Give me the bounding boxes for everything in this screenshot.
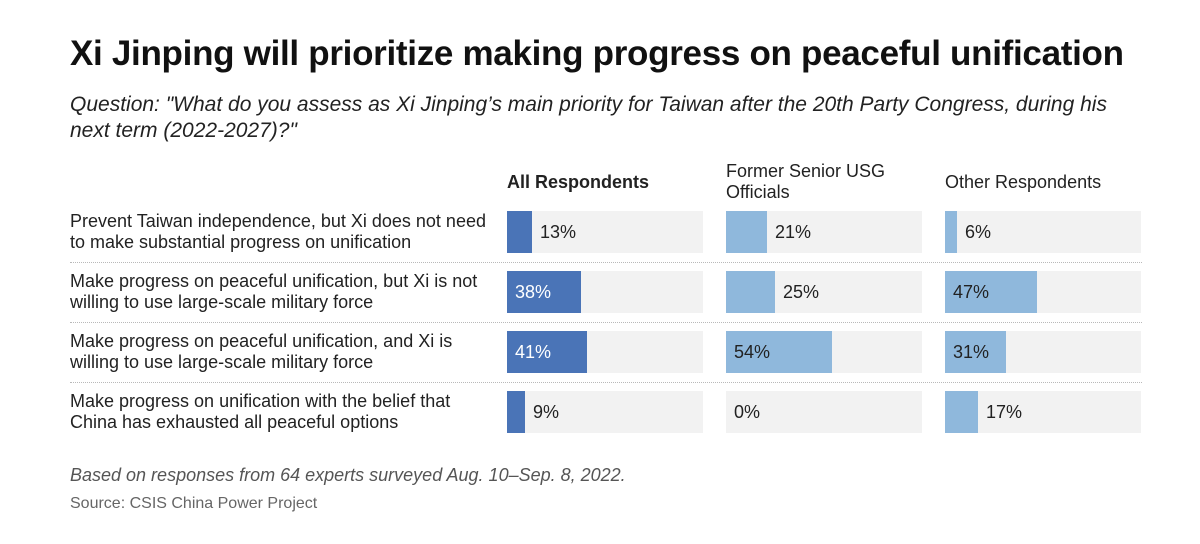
bar-track: 38% (507, 271, 703, 313)
row-label: Make progress on unification with the be… (70, 391, 500, 433)
bar-track: 47% (945, 271, 1141, 313)
data-label: 41% (515, 342, 551, 363)
row-label: Prevent Taiwan independence, but Xi does… (70, 211, 500, 253)
data-label: 21% (775, 222, 811, 243)
bar-track: 17% (945, 391, 1141, 433)
row-divider (70, 322, 1142, 323)
data-label: 47% (953, 282, 989, 303)
bar-track: 54% (726, 331, 922, 373)
data-label: 0% (734, 402, 760, 423)
bar-track: 0% (726, 391, 922, 433)
bar-track: 25% (726, 271, 922, 313)
chart-title: Xi Jinping will prioritize making progre… (70, 34, 1124, 74)
bar-track: 13% (507, 211, 703, 253)
chart-subtitle: Question: "What do you assess as Xi Jinp… (70, 92, 1150, 144)
source-credit: Source: CSIS China Power Project (70, 495, 317, 513)
bar (726, 271, 775, 313)
row-divider (70, 262, 1142, 263)
column-header-former-usg-officials: Former Senior USG Officials (726, 161, 916, 203)
data-label: 54% (734, 342, 770, 363)
data-label: 9% (533, 402, 559, 423)
data-label: 38% (515, 282, 551, 303)
bar-track: 41% (507, 331, 703, 373)
column-header-other-respondents: Other Respondents (945, 172, 1101, 193)
data-label: 25% (783, 282, 819, 303)
bar-track: 31% (945, 331, 1141, 373)
bar (507, 391, 525, 433)
bar-track: 9% (507, 391, 703, 433)
bar (507, 211, 532, 253)
row-label: Make progress on peaceful unification, a… (70, 331, 500, 373)
data-label: 13% (540, 222, 576, 243)
data-label: 31% (953, 342, 989, 363)
data-label: 17% (986, 402, 1022, 423)
data-label: 6% (965, 222, 991, 243)
survey-note: Based on responses from 64 experts surve… (70, 465, 626, 486)
bar (945, 391, 978, 433)
row-label: Make progress on peaceful unification, b… (70, 271, 500, 313)
column-header-all-respondents: All Respondents (507, 172, 649, 193)
row-divider (70, 382, 1142, 383)
bar-track: 6% (945, 211, 1141, 253)
bar-track: 21% (726, 211, 922, 253)
bar (945, 211, 957, 253)
bar (726, 211, 767, 253)
